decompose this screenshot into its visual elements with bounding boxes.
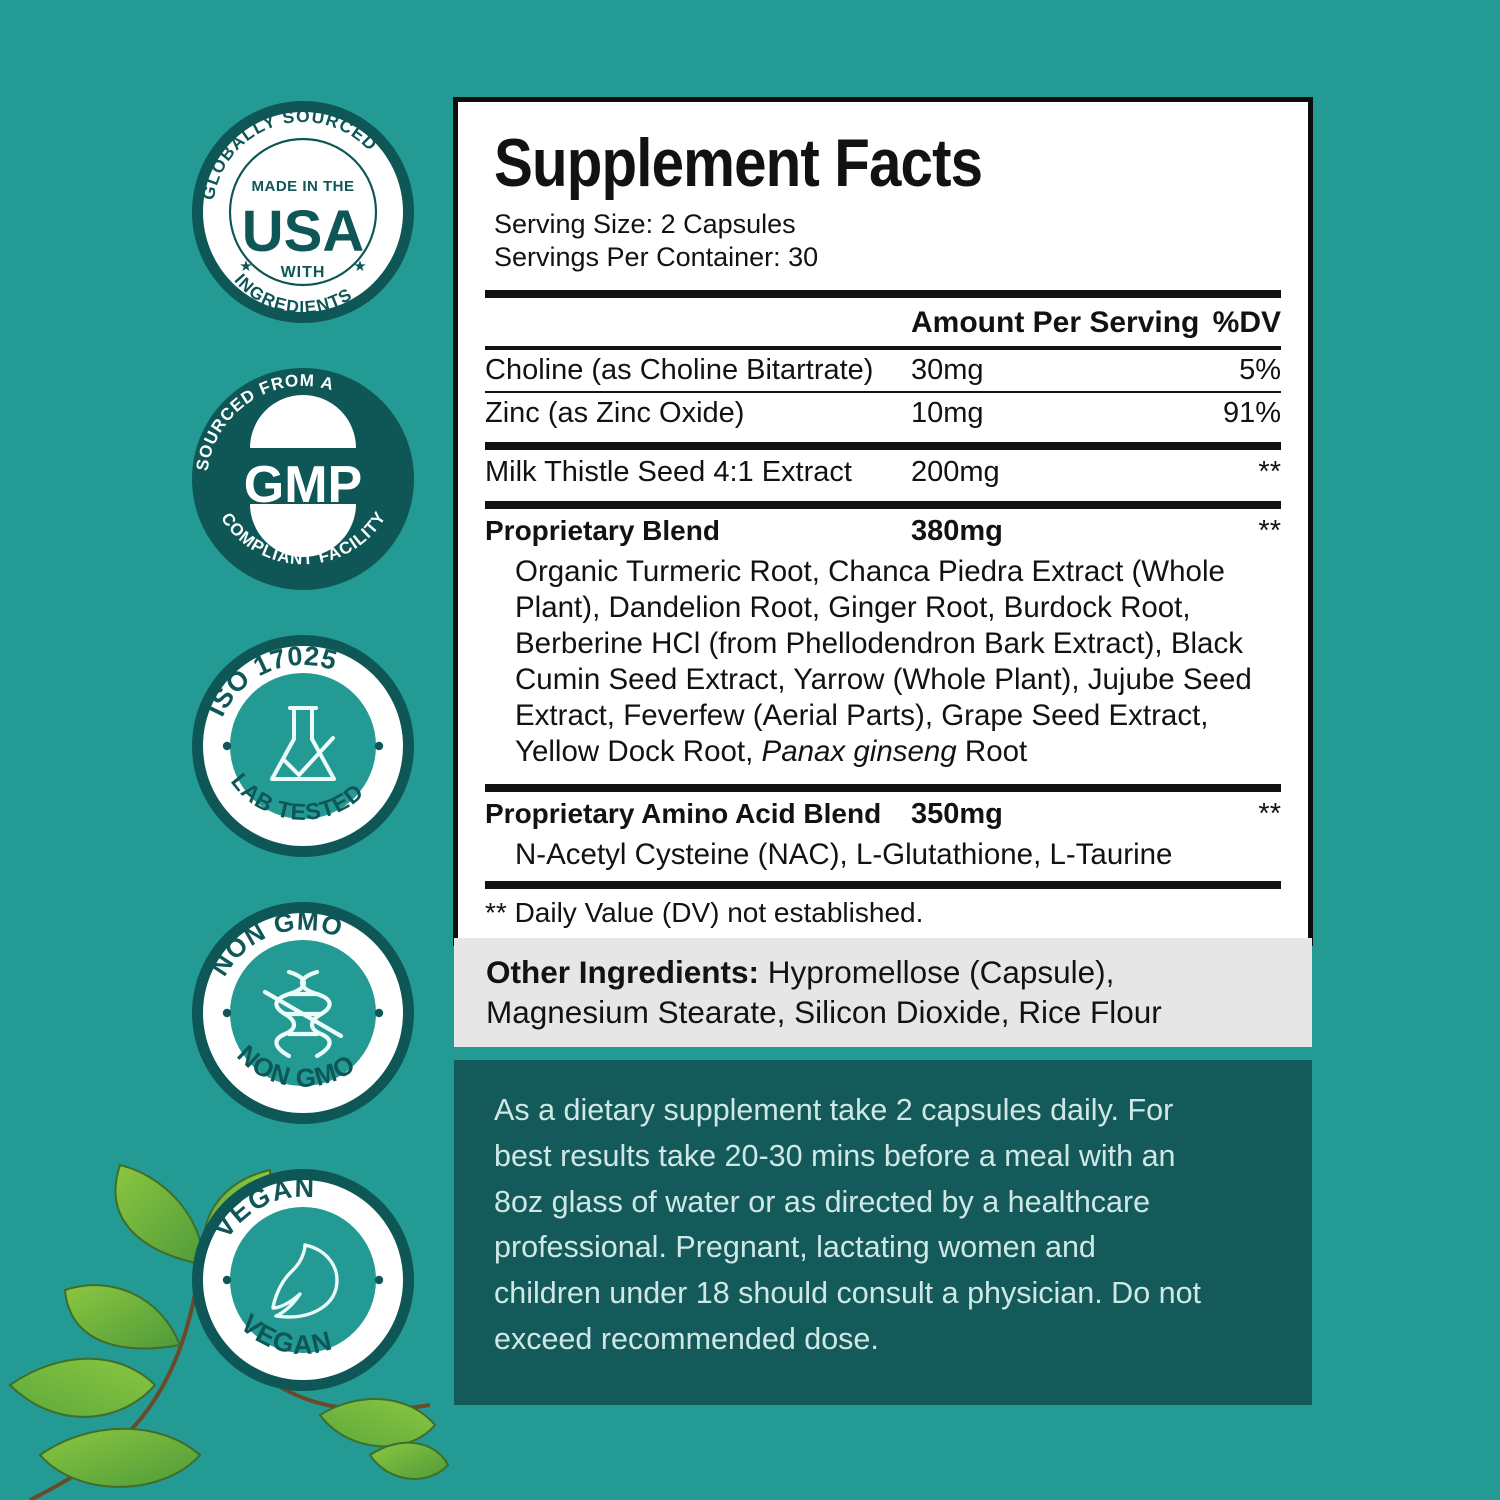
svg-text:GMP: GMP [244,456,362,514]
svg-text:★: ★ [353,258,366,275]
svg-text:★: ★ [239,258,252,275]
svg-text:MADE IN THE: MADE IN THE [252,178,355,195]
svg-text:USA: USA [242,199,364,264]
svg-text:WITH: WITH [281,264,326,281]
